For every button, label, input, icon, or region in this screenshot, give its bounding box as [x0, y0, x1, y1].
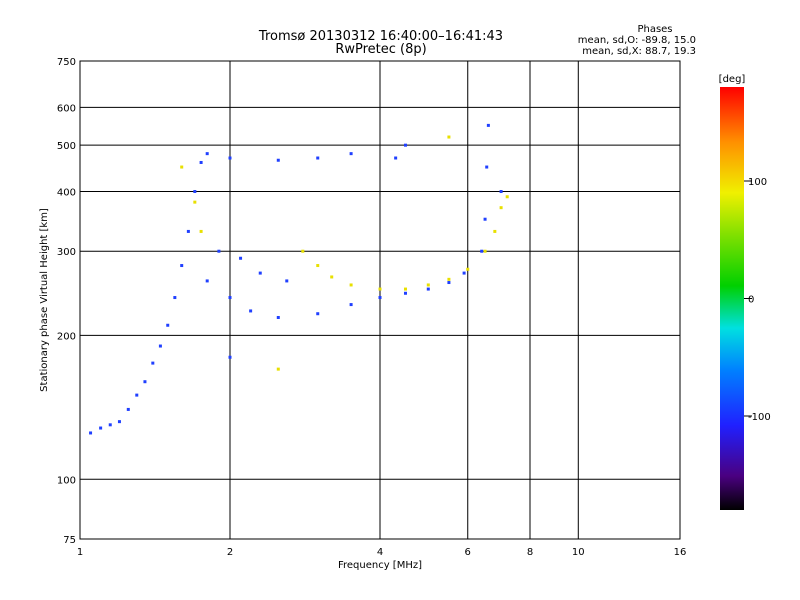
data-point	[466, 267, 470, 271]
data-point	[158, 344, 162, 348]
data-point	[486, 123, 490, 127]
x-tick-label: 16	[674, 547, 687, 558]
y-tick-label: 300	[57, 247, 76, 258]
data-point	[483, 249, 487, 253]
y-tick-label: 600	[57, 103, 76, 114]
data-point	[228, 355, 232, 359]
data-point	[285, 279, 289, 283]
data-point	[239, 256, 243, 260]
data-point	[166, 323, 170, 327]
colorbar-ticks: 100 0 -100	[744, 177, 771, 423]
phase-stats-heading: Phases	[637, 24, 672, 35]
grid-lines	[80, 61, 680, 539]
data-point	[403, 291, 407, 295]
data-point	[180, 165, 184, 169]
x-tick-label: 8	[527, 547, 533, 558]
colorbar-tick-label: -100	[748, 412, 771, 423]
data-point	[483, 217, 487, 221]
data-point	[403, 143, 407, 147]
data-point	[199, 160, 203, 164]
phase-stats-x: mean, sd,X: 88.7, 19.3	[582, 46, 696, 57]
data-point	[394, 156, 398, 160]
data-point	[258, 271, 262, 275]
data-point	[89, 431, 93, 435]
data-point	[447, 277, 451, 281]
colorbar-label: [deg]	[719, 74, 746, 85]
x-tick-label: 1	[77, 547, 83, 558]
data-point	[447, 135, 451, 139]
data-point	[199, 229, 203, 233]
data-point	[378, 287, 382, 291]
data-point	[151, 361, 155, 365]
y-axis-label: Stationary phase Virtual Height [km]	[39, 208, 50, 392]
data-point	[330, 275, 334, 279]
data-point	[135, 393, 139, 397]
data-point	[193, 189, 197, 193]
data-point	[205, 152, 209, 156]
data-point	[249, 309, 253, 313]
x-tick-label: 4	[377, 547, 383, 558]
data-point	[108, 423, 112, 427]
plot-frame	[79, 60, 681, 540]
data-point	[99, 426, 103, 430]
data-point	[378, 296, 382, 300]
colorbar	[720, 87, 744, 510]
y-tick-label: 200	[57, 331, 76, 342]
data-point	[276, 315, 280, 319]
scatter-points	[89, 123, 509, 435]
phase-stats-o: mean, sd,O: -89.8, 15.0	[578, 35, 696, 46]
data-point	[180, 264, 184, 268]
data-point	[205, 279, 209, 283]
data-point	[276, 158, 280, 162]
data-point	[173, 296, 177, 300]
data-point	[316, 312, 320, 316]
data-point	[499, 206, 503, 210]
data-point	[301, 249, 305, 253]
data-point	[228, 296, 232, 300]
x-axis-label: Frequency [MHz]	[338, 560, 422, 571]
x-tick-label: 6	[465, 547, 471, 558]
data-point	[126, 407, 130, 411]
data-point	[462, 271, 466, 275]
data-point	[349, 283, 353, 287]
data-point	[403, 287, 407, 291]
data-point	[186, 229, 190, 233]
data-point	[217, 249, 221, 253]
data-point	[117, 420, 121, 424]
colorbar-tick-label: 0	[748, 295, 754, 306]
data-point	[316, 264, 320, 268]
data-point	[143, 380, 147, 384]
y-axis-ticks: 75 100 200 300 400 500 600 750	[57, 57, 76, 546]
y-tick-label: 75	[63, 535, 76, 546]
data-point	[499, 189, 503, 193]
data-point	[505, 195, 509, 199]
data-point	[228, 156, 232, 160]
x-tick-label: 2	[227, 547, 233, 558]
data-point	[426, 283, 430, 287]
data-point	[426, 287, 430, 291]
chart-subtitle: RwPretec (8p)	[335, 42, 426, 57]
y-tick-label: 100	[57, 475, 76, 486]
data-point	[493, 229, 497, 233]
data-point	[316, 156, 320, 160]
data-point	[485, 165, 489, 169]
data-point	[193, 200, 197, 204]
data-point	[447, 281, 451, 285]
x-axis-ticks: 1 2 4 6 8 10 16	[77, 547, 687, 558]
data-point	[349, 152, 353, 156]
y-tick-label: 400	[57, 187, 76, 198]
colorbar-tick-label: 100	[748, 177, 767, 188]
y-tick-label: 500	[57, 141, 76, 152]
x-tick-label: 10	[572, 547, 585, 558]
y-tick-label: 750	[57, 57, 76, 68]
data-point	[480, 249, 484, 253]
chart-title: Tromsø 20130312 16:40:00–16:41:43	[258, 29, 503, 44]
data-point	[276, 367, 280, 371]
data-point	[349, 303, 353, 307]
